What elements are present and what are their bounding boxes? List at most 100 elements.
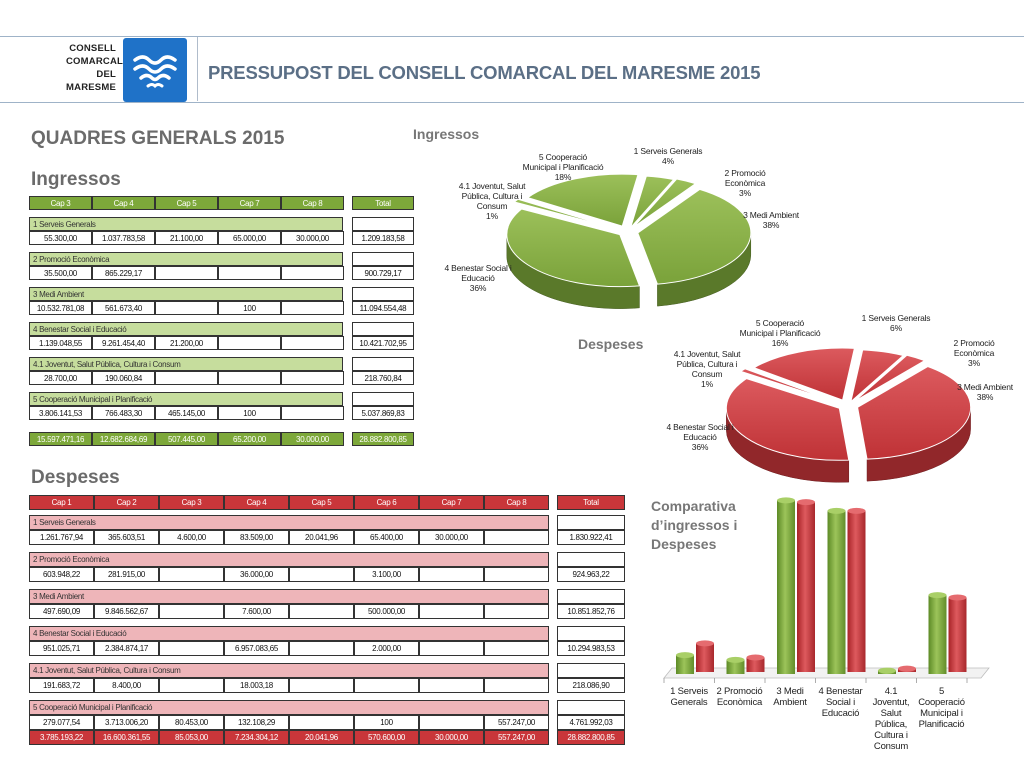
column-header: Cap 3 bbox=[29, 196, 92, 210]
bar-cap bbox=[726, 656, 745, 663]
grand-total-cell: 28.882.800,85 bbox=[557, 730, 625, 745]
column-header: Cap 7 bbox=[419, 495, 484, 510]
value-cell: 500.000,00 bbox=[354, 604, 419, 619]
logo-line: CONSELL bbox=[69, 43, 116, 54]
value-cell: 28.700,00 bbox=[29, 371, 92, 385]
total-spacer-cell bbox=[352, 322, 414, 336]
total-spacer-cell bbox=[557, 700, 625, 715]
bar-category-line: Educació bbox=[821, 708, 860, 719]
section-title-ingressos: Ingressos bbox=[31, 169, 121, 190]
value-cell: 191.683,72 bbox=[29, 678, 94, 693]
pie-label-line: 3 Medi Ambient bbox=[957, 382, 1013, 392]
value-cell: 561.673,40 bbox=[92, 301, 155, 315]
pie-slice bbox=[513, 198, 613, 229]
value-cell: 365.603,51 bbox=[94, 530, 159, 545]
category-row: 4 Benestar Social i Educació bbox=[29, 626, 549, 641]
bar-category-line: Generals bbox=[670, 697, 708, 708]
bar-cap bbox=[746, 654, 765, 661]
value-cell bbox=[354, 678, 419, 693]
bar-category-line: Econòmica bbox=[716, 697, 763, 708]
total-spacer-cell bbox=[557, 515, 625, 530]
value-cell bbox=[281, 301, 344, 315]
value-cell: 21.100,00 bbox=[155, 231, 218, 245]
pie-label-line: 16% bbox=[771, 338, 789, 348]
value-cell: 18.003,18 bbox=[224, 678, 289, 693]
value-cell: 951.025,71 bbox=[29, 641, 94, 656]
value-cell bbox=[281, 406, 344, 420]
value-cell bbox=[218, 266, 281, 280]
total-column-header: Total bbox=[557, 495, 625, 510]
value-cell bbox=[484, 678, 549, 693]
value-cell bbox=[419, 604, 484, 619]
pie-label-line: Pública, Cultura i bbox=[676, 359, 738, 369]
bar-category-line: Consum bbox=[873, 741, 909, 752]
bar-category-label: 5 Cooperació Municipal i Planificació bbox=[914, 686, 970, 730]
value-cell bbox=[419, 715, 484, 730]
bar-category-line: Ambient bbox=[773, 697, 807, 708]
column-total-cell: 507.445,00 bbox=[155, 432, 218, 446]
pie-label-line: 5 Cooperació bbox=[755, 318, 805, 328]
bar-category-line: Joventut, bbox=[872, 697, 910, 708]
pie-label-line: 18% bbox=[554, 172, 572, 182]
value-cell: 8.400,00 bbox=[94, 678, 159, 693]
value-cell bbox=[419, 678, 484, 693]
total-spacer-cell bbox=[557, 626, 625, 641]
value-cell: 83.509,00 bbox=[224, 530, 289, 545]
value-cell bbox=[484, 567, 549, 582]
value-cell bbox=[281, 266, 344, 280]
bar-category-line: Social i bbox=[825, 697, 856, 708]
pie-label-line: 38% bbox=[976, 392, 994, 402]
bar-category-label: 1 Serveis Generals bbox=[661, 686, 717, 708]
value-cell: 279.077,54 bbox=[29, 715, 94, 730]
category-row: 4.1 Joventut, Salut Pública, Cultura i C… bbox=[29, 663, 549, 678]
pie-label-line: 1 Serveis Generals bbox=[633, 146, 703, 156]
value-cell: 1.037.783,58 bbox=[92, 231, 155, 245]
value-cell: 65.000,00 bbox=[218, 231, 281, 245]
header-top-rule bbox=[0, 36, 1024, 37]
value-cell bbox=[289, 715, 354, 730]
section-title-despeses: Despeses bbox=[31, 467, 120, 488]
column-total-cell: 15.597.471,16 bbox=[29, 432, 92, 446]
column-total-cell: 30.000,00 bbox=[281, 432, 344, 446]
bar-category-line: 4.1 bbox=[884, 686, 898, 697]
value-cell bbox=[419, 641, 484, 656]
total-spacer-cell bbox=[557, 552, 625, 567]
pie-label-line: Econòmica bbox=[724, 178, 766, 188]
pie-slice-label: 5 Cooperació Municipal i Planificació 18% bbox=[523, 152, 604, 182]
pie-label-line: 36% bbox=[691, 442, 709, 452]
logo-line: MARESME bbox=[66, 82, 116, 93]
pie-label-line: 4% bbox=[662, 156, 674, 166]
category-row: 5 Cooperació Municipal i Planificació bbox=[29, 700, 549, 715]
pie-slice bbox=[506, 208, 641, 288]
column-total-cell: 12.682.684,69 bbox=[92, 432, 155, 446]
bar-cap bbox=[676, 652, 694, 659]
column-header: Cap 5 bbox=[155, 196, 218, 210]
value-cell: 6.957.083,65 bbox=[224, 641, 289, 656]
row-total-cell: 924.963,22 bbox=[557, 567, 625, 582]
grand-total-cell: 28.882.800,85 bbox=[352, 432, 414, 446]
pie-slice bbox=[739, 368, 834, 402]
value-cell bbox=[155, 371, 218, 385]
column-total-cell: 557.247,00 bbox=[484, 730, 549, 745]
value-cell: 21.200,00 bbox=[155, 336, 218, 350]
value-cell: 557.247,00 bbox=[484, 715, 549, 730]
column-header: Cap 4 bbox=[224, 495, 289, 510]
value-cell bbox=[159, 641, 224, 656]
bar-category-label: 2 Promoció Econòmica bbox=[712, 686, 768, 708]
value-cell: 1.261.767,94 bbox=[29, 530, 94, 545]
pie-slice bbox=[725, 378, 850, 461]
value-cell: 766.483,30 bbox=[92, 406, 155, 420]
pie-label-line: Consum bbox=[476, 201, 508, 211]
bar-cap bbox=[797, 499, 815, 506]
value-cell bbox=[159, 678, 224, 693]
section-title-quadres: QUADRES GENERALS 2015 bbox=[31, 128, 285, 149]
pie-slice-label: 4.1 Joventut, Salut Pública, Cultura i Con… bbox=[674, 349, 741, 389]
pie-label-line: 3% bbox=[739, 188, 751, 198]
value-cell: 2.000,00 bbox=[354, 641, 419, 656]
value-cell bbox=[155, 266, 218, 280]
header-separator bbox=[197, 37, 198, 101]
bar bbox=[696, 643, 714, 672]
value-cell: 65.400,00 bbox=[354, 530, 419, 545]
value-cell: 100 bbox=[218, 406, 281, 420]
pie-label-line: 2 Promoció bbox=[724, 168, 766, 178]
